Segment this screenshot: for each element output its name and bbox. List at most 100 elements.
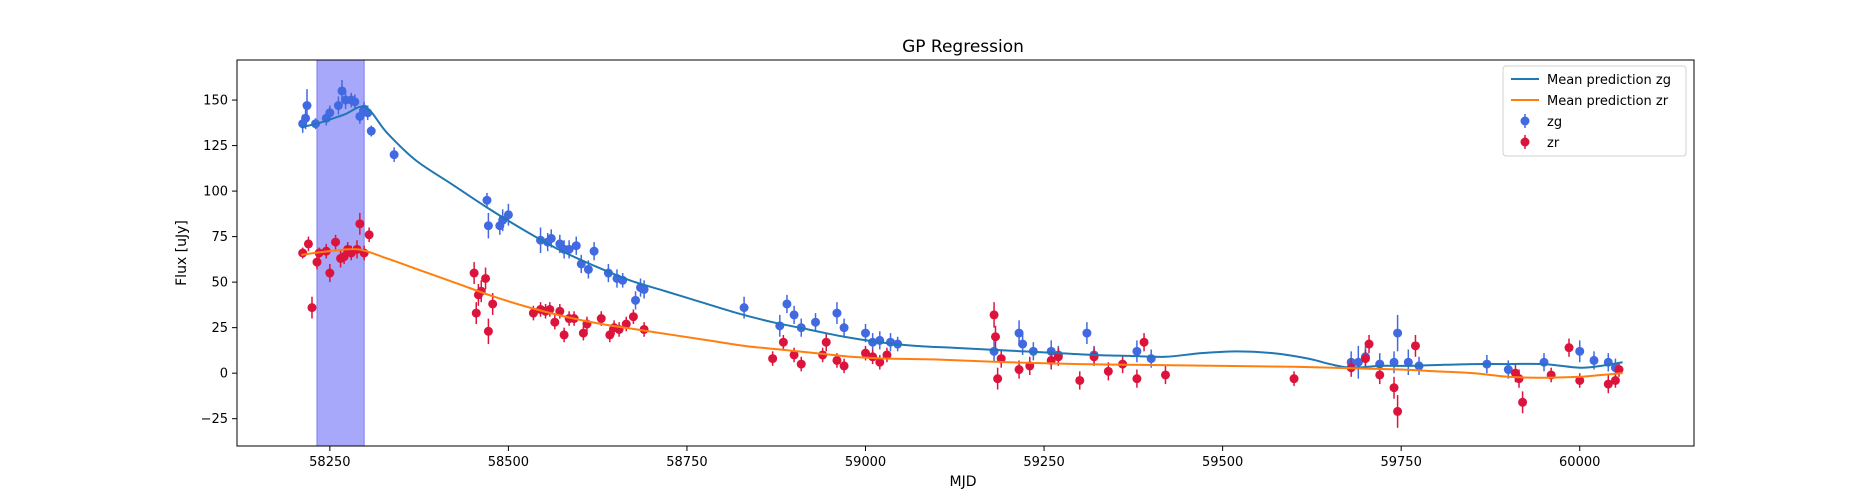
point-zg — [1403, 357, 1413, 367]
point-zg — [1014, 328, 1024, 338]
legend: Mean prediction zg Mean prediction zr zg… — [1502, 65, 1687, 157]
y-tick-label: 100 — [203, 185, 228, 200]
point-zg — [589, 246, 599, 256]
point-zg — [564, 244, 574, 254]
point-zg — [1539, 357, 1549, 367]
point-zr — [1575, 375, 1585, 385]
point-zr — [1132, 374, 1142, 384]
point-zr — [778, 337, 788, 347]
point-zg — [337, 86, 347, 96]
point-zr — [596, 314, 606, 324]
point-zg — [832, 308, 842, 318]
legend-label-zg-line: Mean prediction zg — [1547, 73, 1671, 88]
point-zg — [861, 328, 871, 338]
point-zr — [469, 268, 479, 278]
point-zg — [389, 150, 399, 160]
point-zg — [355, 111, 365, 121]
legend-box — [1502, 65, 1687, 157]
point-zg — [1353, 357, 1363, 367]
x-tick-label: 59750 — [1380, 455, 1421, 470]
point-zr — [303, 239, 313, 249]
point-zr — [861, 348, 871, 358]
point-zg — [302, 101, 312, 111]
y-tick-label: 125 — [203, 139, 228, 154]
point-zr — [996, 354, 1006, 364]
point-zg — [546, 233, 556, 243]
point-zr — [1139, 337, 1149, 347]
y-axis-label: Flux [uJy] — [174, 220, 190, 286]
point-zr — [868, 352, 878, 362]
legend-swatch-zr-point — [1520, 137, 1530, 147]
point-zr — [298, 248, 308, 258]
point-zr — [832, 355, 842, 365]
point-zr — [578, 328, 588, 338]
point-zr — [555, 306, 565, 316]
point-zr — [989, 310, 999, 320]
x-tick-label: 58500 — [488, 455, 529, 470]
series-zr — [298, 212, 1624, 428]
point-zr — [1610, 375, 1620, 385]
point-zg — [301, 113, 311, 123]
point-zr — [1564, 343, 1574, 353]
point-zr — [1053, 352, 1063, 362]
legend-label-zr-line: Mean prediction zr — [1547, 94, 1669, 109]
chart-title: GP Regression — [902, 37, 1024, 57]
point-zg — [482, 195, 492, 205]
point-zr — [483, 326, 493, 336]
point-zg — [503, 210, 513, 220]
point-zg — [1132, 346, 1142, 356]
point-zg — [1589, 355, 1599, 365]
point-zr — [364, 230, 374, 240]
point-zg — [1575, 346, 1585, 356]
x-axis-label: MJD — [950, 474, 977, 490]
y-tick-label: 50 — [211, 276, 228, 291]
x-tick-label: 59250 — [1023, 455, 1064, 470]
point-zr — [1289, 374, 1299, 384]
plot-frame — [236, 59, 1695, 447]
y-tick-label: −25 — [201, 412, 228, 427]
point-zg — [1082, 328, 1092, 338]
point-zr — [312, 257, 322, 267]
point-zr — [1364, 339, 1374, 349]
point-zr — [1603, 379, 1613, 389]
y-tick-label: 150 — [203, 94, 228, 109]
point-zr — [1360, 354, 1370, 364]
y-tick-label: 0 — [220, 367, 228, 382]
point-zr — [768, 354, 778, 364]
point-zr — [1410, 341, 1420, 351]
point-zr — [488, 299, 498, 309]
point-zr — [307, 303, 317, 313]
point-zr — [339, 252, 349, 262]
point-zr — [1375, 370, 1385, 380]
point-zg — [811, 317, 821, 327]
y-tick-label: 75 — [211, 230, 228, 245]
point-zr — [605, 330, 615, 340]
legend-label-zr: zr — [1547, 136, 1560, 151]
point-zr — [1393, 406, 1403, 416]
point-zr — [481, 273, 491, 283]
point-zg — [739, 303, 749, 313]
point-zr — [559, 330, 569, 340]
legend-label-zg: zg — [1547, 115, 1562, 130]
x-tick-label: 58750 — [666, 455, 707, 470]
point-zg — [325, 108, 335, 118]
point-zg — [1146, 354, 1156, 364]
point-zg — [639, 284, 649, 294]
point-zr — [355, 219, 365, 229]
point-zg — [333, 101, 343, 111]
point-zr — [875, 357, 885, 367]
point-zr — [990, 332, 1000, 342]
point-zg — [483, 221, 493, 231]
point-zg — [782, 299, 792, 309]
line-mean-prediction-zr — [301, 248, 1623, 379]
point-zr — [839, 361, 849, 371]
point-zg — [789, 310, 799, 320]
point-zr — [628, 312, 638, 322]
point-zr — [1614, 365, 1624, 375]
point-zr — [993, 374, 1003, 384]
point-zg — [366, 126, 376, 136]
point-zg — [1018, 339, 1028, 349]
point-zr — [1075, 375, 1085, 385]
x-tick-label: 60000 — [1559, 455, 1600, 470]
point-zg — [1503, 365, 1513, 375]
